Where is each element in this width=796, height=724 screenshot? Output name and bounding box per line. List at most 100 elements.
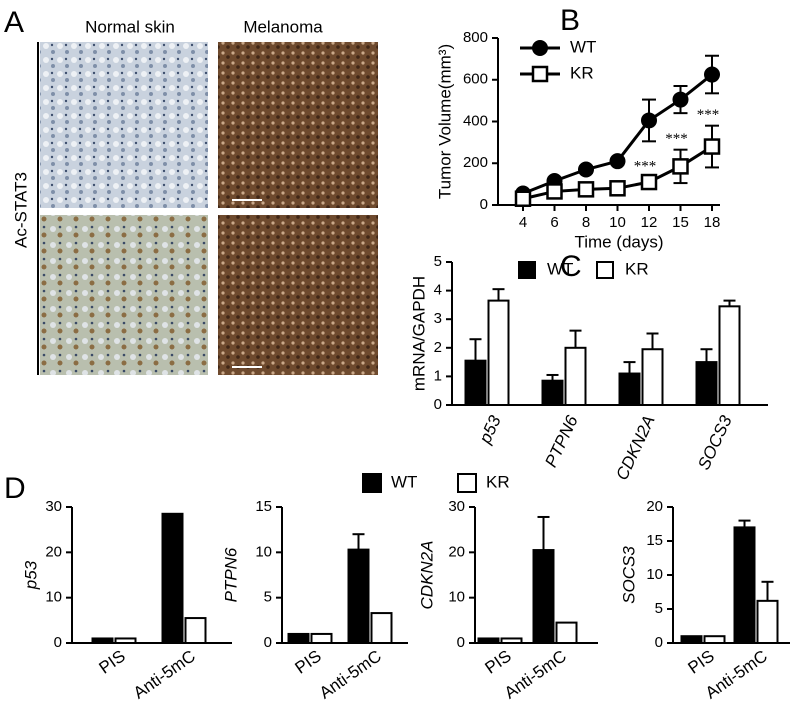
y-axis-label: PTPN6 xyxy=(221,547,240,602)
y-tick-label: 10 xyxy=(255,543,272,560)
x-tick-label: 10 xyxy=(609,214,626,231)
histology-image xyxy=(218,215,378,375)
legend-label: KR xyxy=(625,259,649,278)
y-tick-label: 200 xyxy=(463,154,488,171)
marker xyxy=(514,190,532,207)
y-axis-label: SOCS3 xyxy=(619,546,638,604)
y-tick-label: 0 xyxy=(457,634,465,651)
y-tick-label: 0 xyxy=(655,634,663,651)
bar xyxy=(680,635,703,645)
marker xyxy=(704,66,720,83)
bar xyxy=(310,632,333,645)
y-tick-label: 10 xyxy=(45,589,62,606)
y-tick-label: 20 xyxy=(45,543,62,560)
bar xyxy=(555,621,578,644)
y-tick-label: 3 xyxy=(434,310,442,327)
marker xyxy=(609,153,626,170)
x-tick-label: 18 xyxy=(704,214,721,231)
bar xyxy=(487,299,510,406)
legend-swatch xyxy=(362,473,382,493)
y-tick-label: 2 xyxy=(434,339,442,356)
marker xyxy=(531,65,549,83)
y-tick-label: 600 xyxy=(463,71,488,88)
x-tick-label: PIS xyxy=(292,646,325,677)
legend-label: KR xyxy=(486,472,510,491)
marker xyxy=(640,173,658,191)
legend-label: WT xyxy=(547,259,573,278)
bar xyxy=(161,512,184,644)
y-axis-label: mRNA/GAPDH xyxy=(409,276,428,391)
x-tick-label: 4 xyxy=(519,214,527,231)
marker xyxy=(703,138,721,155)
marker xyxy=(577,181,595,198)
y-tick-label: 0 xyxy=(480,196,488,213)
x-tick-label: PIS xyxy=(482,646,515,677)
y-tick-label: 5 xyxy=(655,600,663,617)
bar xyxy=(370,612,393,645)
bar xyxy=(464,359,487,407)
y-axis-label: CDKN2A xyxy=(417,541,436,610)
annotation: *** xyxy=(665,131,688,147)
marker xyxy=(641,112,657,129)
bar xyxy=(703,635,726,645)
x-tick-label: Anti-5mC xyxy=(316,646,385,702)
x-tick-label: 15 xyxy=(672,214,689,231)
x-tick-label: SOCS3 xyxy=(694,412,736,473)
bar xyxy=(733,526,756,645)
bar xyxy=(347,548,370,645)
legend-label: WT xyxy=(570,37,596,56)
x-tick-label: Anti-5mC xyxy=(130,646,199,702)
y-tick-label: 400 xyxy=(463,112,488,129)
y-axis-label: Tumor Volume(mm³) xyxy=(435,44,454,199)
x-tick-label: p53 xyxy=(475,412,505,447)
annotation: *** xyxy=(697,107,720,123)
legend-label: WT xyxy=(391,472,417,491)
x-tick-label: Anti-5mC xyxy=(501,646,570,702)
x-axis-label: Time (days) xyxy=(574,232,663,251)
x-tick-label: 8 xyxy=(582,214,590,231)
y-tick-label: 4 xyxy=(434,282,442,299)
bar xyxy=(91,637,114,645)
y-tick-label: 1 xyxy=(434,367,442,384)
bar xyxy=(500,637,523,645)
x-tick-label: CDKN2A xyxy=(612,413,658,484)
bar xyxy=(477,637,500,645)
histology-image xyxy=(218,42,378,208)
histology-image xyxy=(40,215,208,375)
marker xyxy=(578,161,594,178)
y-tick-label: 15 xyxy=(255,498,272,515)
y-tick-label: 30 xyxy=(448,498,465,515)
panel-label: D xyxy=(4,472,26,505)
y-tick-label: 20 xyxy=(646,498,663,515)
bar xyxy=(718,305,741,406)
histology-image xyxy=(40,42,208,208)
y-tick-label: 5 xyxy=(264,589,272,606)
bar xyxy=(287,632,310,645)
y-tick-label: 20 xyxy=(448,543,465,560)
y-tick-label: 0 xyxy=(264,634,272,651)
marker xyxy=(672,91,689,108)
y-tick-label: 10 xyxy=(646,566,663,583)
row-label: Ac-STAT3 xyxy=(11,172,30,248)
y-tick-label: 30 xyxy=(45,498,62,515)
bar xyxy=(618,372,641,407)
panel-label: A xyxy=(4,6,24,39)
column-label: Melanoma xyxy=(243,17,323,36)
legend-label: KR xyxy=(570,63,594,82)
x-tick-label: PTPN6 xyxy=(541,412,582,470)
bar xyxy=(114,637,137,645)
bar xyxy=(184,617,207,644)
marker xyxy=(609,180,626,197)
bar xyxy=(641,348,664,407)
bar xyxy=(541,379,564,407)
y-tick-label: 5 xyxy=(434,253,442,270)
bar xyxy=(532,549,555,644)
y-tick-label: 0 xyxy=(434,396,442,413)
marker xyxy=(672,158,689,175)
marker xyxy=(546,183,563,200)
marker xyxy=(532,40,548,56)
annotation: *** xyxy=(634,158,657,174)
panel-label: B xyxy=(560,4,580,37)
y-axis-label: p53 xyxy=(21,560,40,590)
